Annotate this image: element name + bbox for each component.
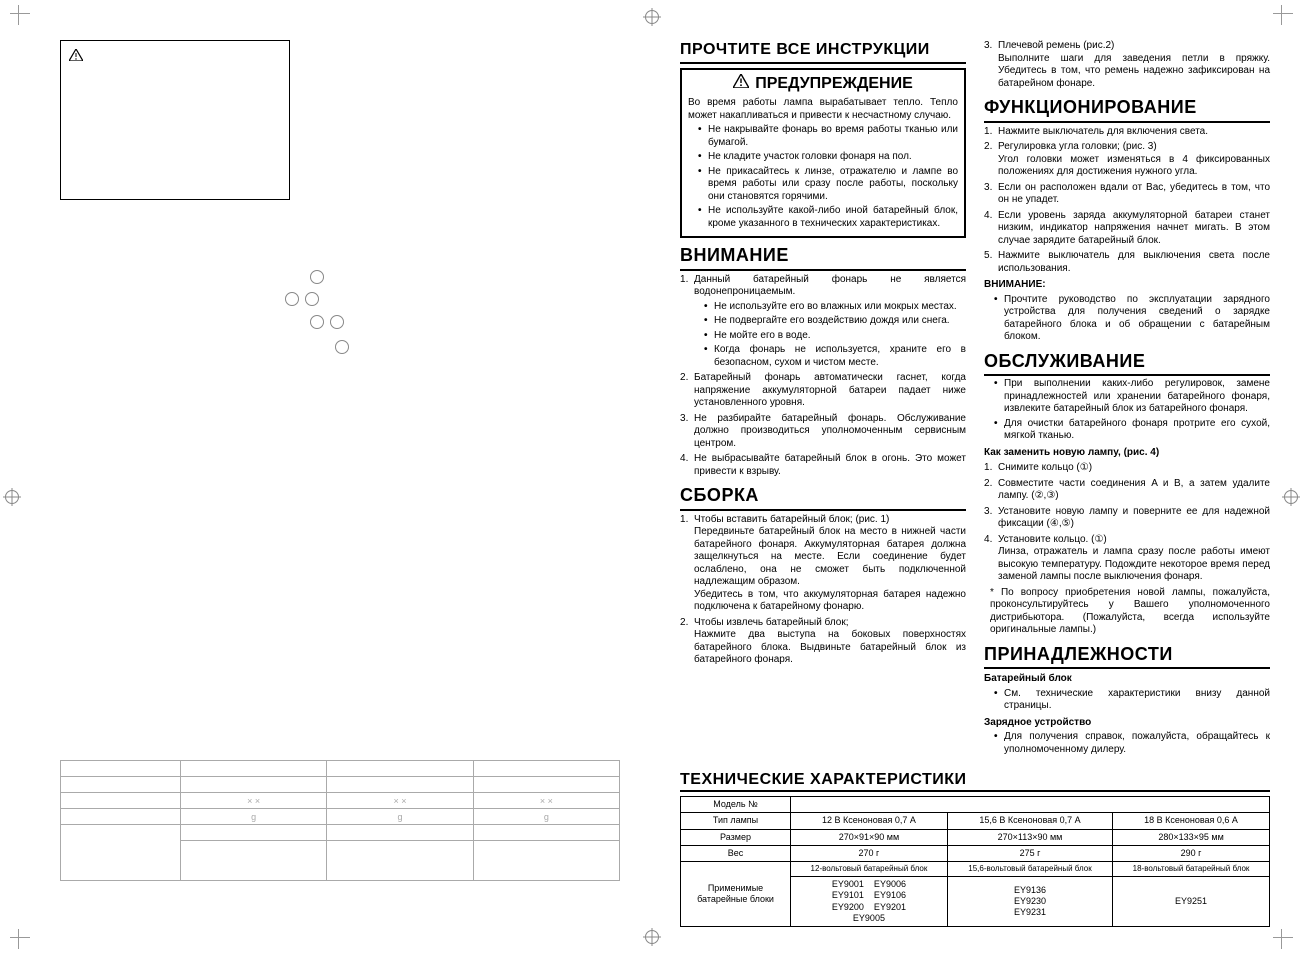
ghost-circle-icon <box>305 292 319 306</box>
spec-cell: 15,6 В Ксеноновая 0,7 А <box>947 813 1112 829</box>
spec-cell: 290 г <box>1113 845 1270 861</box>
replace-lamp-title: Как заменить новую лампу, (рис. 4) <box>984 447 1270 460</box>
attention-heading: ВНИМАНИЕ <box>680 244 966 271</box>
attention-item: Не выбрасывайте батарейный блок в огонь.… <box>680 453 966 478</box>
right-column: 3. Плечевой ремень (рис.2) Выполните шаг… <box>984 40 1270 756</box>
spec-table: Модель № Тип лампы 12 В Ксеноновая 0,7 А… <box>680 796 1270 927</box>
spec-cell: EY9251 <box>1113 877 1270 927</box>
spec-cell: 275 г <box>947 845 1112 861</box>
replace-steps: Снимите кольцо (①) Совместите части соед… <box>984 462 1270 584</box>
spec-row-packs: Применимые батарейные блоки <box>681 862 791 927</box>
warning-item: Не прикасайтесь к линзе, отражателю и ла… <box>698 166 958 204</box>
warning-item: Не кладите участок головки фонаря на пол… <box>698 151 958 164</box>
assembly-heading: СБОРКА <box>680 484 966 511</box>
acc-charger-text: Для получения справок, пожалуйста, обращ… <box>994 731 1270 756</box>
warning-box: ПРЕДУПРЕЖДЕНИЕ Во время работы лампа выр… <box>680 68 966 238</box>
spec-cell: 12 В Ксеноновая 0,7 А <box>791 813 948 829</box>
spec-cell: 18 В Ксеноновая 0,6 А <box>1113 813 1270 829</box>
registration-mark-icon <box>645 10 659 24</box>
registration-mark-icon <box>645 930 659 944</box>
attention-item: Данный батарейный фонарь не является вод… <box>680 274 966 370</box>
operation-note-title: ВНИМАНИЕ: <box>984 279 1270 292</box>
registration-mark-icon <box>1284 490 1298 504</box>
warning-item: Не накрывайте фонарь во время работы тка… <box>698 124 958 149</box>
attention-sub: Не мойте его в воде. <box>704 330 966 343</box>
acc-battery-text: См. технические характеристики внизу дан… <box>994 688 1270 713</box>
acc-battery-head: Батарейный блок <box>984 673 1270 686</box>
op-item: Если уровень заряда аккумуляторной батар… <box>984 210 1270 248</box>
left-column: ПРОЧТИТЕ ВСЕ ИНСТРУКЦИИ ПРЕДУПРЕЖДЕНИЕ В… <box>680 40 966 756</box>
maint-item: При выполнении каких-либо регулировок, з… <box>994 378 1270 416</box>
op-item: Если он расположен вдали от Вас, убедите… <box>984 182 1270 207</box>
warning-intro: Во время работы лампа вырабатывает тепло… <box>688 97 958 122</box>
spec-cell: EY9136 EY9230 EY9231 <box>947 877 1112 927</box>
replace-step: Совместите части соединения A и B, а зат… <box>984 478 1270 503</box>
spec-row-weight: Вес <box>681 845 791 861</box>
operation-heading: ФУНКЦИОНИРОВАНИЕ <box>984 96 1270 123</box>
ghost-spec-table: × ×× ×× × ggg <box>60 760 620 881</box>
ghost-circle-icon <box>335 340 349 354</box>
replace-step: Установите новую лампу и поверните ее дл… <box>984 506 1270 531</box>
assembly-extra: 3. Плечевой ремень (рис.2) Выполните шаг… <box>984 40 1270 90</box>
spec-cell: 270×91×90 мм <box>791 829 948 845</box>
maintenance-heading: ОБСЛУЖИВАНИЕ <box>984 350 1270 377</box>
crop-mark <box>1273 929 1293 949</box>
assembly-item: Чтобы вставить батарейный блок; (рис. 1)… <box>680 514 966 614</box>
op-item: Нажмите выключатель для включения света. <box>984 126 1270 139</box>
operation-list: Нажмите выключатель для включения света.… <box>984 126 1270 276</box>
crop-mark <box>10 929 30 949</box>
ghost-warning-box <box>60 40 290 200</box>
accessories-heading: ПРИНАДЛЕЖНОСТИ <box>984 643 1270 670</box>
op-item: Нажмите выключатель для выключения света… <box>984 250 1270 275</box>
attention-sub: Когда фонарь не используется, храните ег… <box>704 344 966 369</box>
attention-item: Батарейный фонарь автоматически гаснет, … <box>680 372 966 410</box>
spec-heading: ТЕХНИЧЕСКИЕ ХАРАКТЕРИСТИКИ <box>680 770 1270 792</box>
warning-triangle-icon <box>69 49 83 66</box>
replace-step: Установите кольцо. (①) Линза, отражатель… <box>984 534 1270 584</box>
spec-cell: 280×133×95 мм <box>1113 829 1270 845</box>
replace-footnote: * По вопросу приобретения новой лампы, п… <box>984 587 1270 637</box>
assembly-list: Чтобы вставить батарейный блок; (рис. 1)… <box>680 514 966 667</box>
warning-item: Не используйте какой-либо иной батарейны… <box>698 205 958 230</box>
crop-mark <box>10 5 30 25</box>
maintenance-bullets: При выполнении каких-либо регулировок, з… <box>984 378 1270 443</box>
replace-step: Снимите кольцо (①) <box>984 462 1270 475</box>
maint-item: Для очистки батарейного фонаря протрите … <box>994 418 1270 443</box>
warning-title: ПРЕДУПРЕЖДЕНИЕ <box>755 74 913 94</box>
warning-bullets: Не накрывайте фонарь во время работы тка… <box>688 124 958 230</box>
ghost-circle-icon <box>330 315 344 329</box>
op-item: Регулировка угла головки; (рис. 3) Угол … <box>984 141 1270 179</box>
attention-sub: Не подвергайте его воздействию дождя или… <box>704 315 966 328</box>
ghost-circle-icon <box>310 270 324 284</box>
attention-list: Данный батарейный фонарь не является вод… <box>680 274 966 479</box>
spec-cell: 12-вольтовый батарейный блок <box>791 862 948 877</box>
attention-sub: Не используйте его во влажных или мокрых… <box>704 301 966 314</box>
read-all-heading: ПРОЧТИТЕ ВСЕ ИНСТРУКЦИИ <box>680 40 966 64</box>
spec-cell: 15,6-вольтовый батарейный блок <box>947 862 1112 877</box>
spec-row-size: Размер <box>681 829 791 845</box>
spec-cell: EY9001 EY9006 EY9101 EY9106 EY9200 EY920… <box>791 877 948 927</box>
operation-note: Прочтите руководство по эксплуатации зар… <box>994 294 1270 344</box>
spec-cell: 270 г <box>791 845 948 861</box>
spec-cell: 18-вольтовый батарейный блок <box>1113 862 1270 877</box>
registration-mark-icon <box>5 490 19 504</box>
spec-cell: 270×113×90 мм <box>947 829 1112 845</box>
right-page: ПРОЧТИТЕ ВСЕ ИНСТРУКЦИИ ПРЕДУПРЕЖДЕНИЕ В… <box>680 40 1270 927</box>
ghost-circle-icon <box>285 292 299 306</box>
spec-row-lamp: Тип лампы <box>681 813 791 829</box>
left-page <box>60 40 650 400</box>
ghost-circle-icon <box>310 315 324 329</box>
warning-triangle-icon <box>733 74 749 94</box>
attention-item: Не разбирайте батарейный фонарь. Обслужи… <box>680 413 966 451</box>
spec-row-model: Модель № <box>681 797 791 813</box>
assembly-item: Чтобы извлечь батарейный блок; Нажмите д… <box>680 617 966 667</box>
crop-mark <box>1273 5 1293 25</box>
acc-charger-head: Зарядное устройство <box>984 717 1270 730</box>
